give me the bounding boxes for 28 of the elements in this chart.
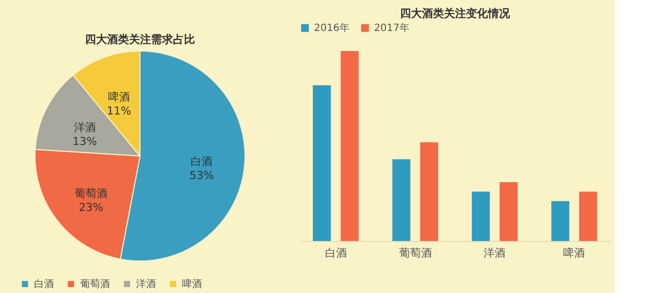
bar (579, 192, 598, 241)
x-tick-label: 啤酒 (563, 246, 586, 260)
bar (312, 85, 331, 241)
x-tick-label: 洋酒 (484, 246, 506, 260)
legend-label: 洋酒 (136, 278, 156, 290)
legend-label: 2016年 (314, 22, 350, 34)
slice-label: 啤酒 (108, 90, 130, 104)
bar (551, 201, 570, 241)
data-label: 13% (72, 134, 97, 148)
data-label: 53% (190, 168, 214, 182)
legend-label: 葡萄酒 (80, 278, 110, 290)
x-tick-label: 白酒 (324, 246, 347, 260)
bar (340, 51, 359, 241)
data-label: 23% (78, 201, 104, 214)
bar (392, 159, 410, 241)
legend-label: 白酒 (34, 278, 54, 290)
legend-label: 2017年 (374, 22, 410, 34)
slice-label: 白酒 (190, 154, 213, 168)
bar (472, 192, 490, 241)
bar (420, 142, 438, 241)
x-tick-label: 葡萄酒 (398, 246, 432, 260)
slice-label: 洋酒 (74, 120, 96, 134)
slice-label: 葡萄酒 (74, 187, 108, 200)
data-label: 11% (106, 104, 132, 118)
chart-title: 四大酒类关注需求占比 (85, 33, 195, 46)
legend-label: 啤酒 (182, 278, 202, 290)
chart-title: 四大酒类关注变化情况 (400, 7, 511, 20)
bar (500, 182, 518, 241)
